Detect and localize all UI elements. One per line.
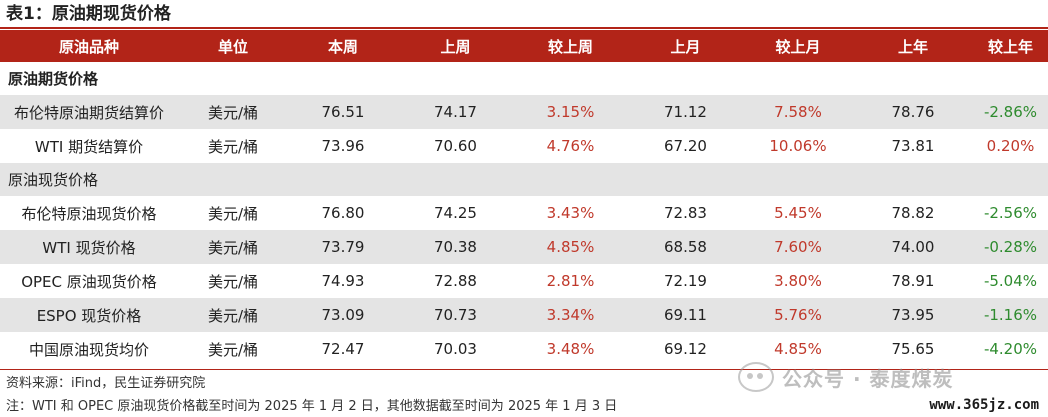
cell-unit: 美元/桶 (207, 340, 259, 359)
cell-mom: 7.60% (743, 230, 853, 264)
cell-last-week: 70.73 (398, 298, 513, 332)
cell-yoy: -0.28% (973, 230, 1048, 264)
header-wow: 较上周 (513, 30, 628, 62)
cell-mom: 5.76% (743, 298, 853, 332)
cell-this-week: 74.93 (321, 272, 365, 290)
cell-yoy: 0.20% (986, 137, 1035, 155)
table-row: 布伦特原油期货结算价 美元/桶 76.51 74.17 3.15% 71.12 … (0, 95, 1048, 129)
cell-last-week: 70.03 (434, 340, 477, 358)
header-this-week: 本周 (288, 30, 398, 62)
title-divider (0, 27, 1048, 29)
cell-mom: 4.85% (774, 340, 822, 358)
cell-last-week: 72.88 (434, 272, 477, 290)
cell-yoy: -5.04% (983, 272, 1038, 290)
cell-last-month: 72.19 (664, 272, 707, 290)
header-last-month: 上月 (628, 30, 743, 62)
cell-name: ESPO 现货价格 (0, 298, 178, 332)
wechat-icon (738, 362, 774, 392)
cell-this-week: 73.09 (288, 298, 398, 332)
table-row: 布伦特原油现货价格 美元/桶 76.80 74.25 3.43% 72.83 5… (0, 196, 1048, 230)
section-label: 原油现货价格 (0, 163, 1048, 196)
cell-mom: 7.58% (743, 95, 853, 129)
cell-this-week: 72.47 (321, 340, 365, 358)
watermark-text: 公众号 · 泰度煤炭 (782, 366, 954, 391)
cell-mom: 10.06% (769, 137, 827, 155)
cell-this-week: 73.96 (321, 137, 365, 155)
cell-name: WTI 现货价格 (0, 230, 178, 264)
cell-this-week: 76.80 (321, 204, 365, 222)
cell-unit: 美元/桶 (178, 230, 288, 264)
cell-last-year: 74.00 (853, 230, 973, 264)
cell-wow: 3.48% (546, 340, 595, 358)
cell-last-year: 73.81 (891, 137, 935, 155)
cell-last-week: 74.17 (398, 95, 513, 129)
cell-wow: 3.43% (546, 204, 595, 222)
table-bottom-divider (0, 369, 1048, 370)
section-row-futures: 原油期货价格 (0, 62, 1048, 95)
header-variety: 原油品种 (0, 30, 178, 62)
header-last-year: 上年 (853, 30, 973, 62)
cell-yoy: -1.16% (973, 298, 1048, 332)
cell-wow: 4.76% (546, 137, 595, 155)
table-row: 中国原油现货均价 美元/桶 72.47 70.03 3.48% 69.12 4.… (0, 332, 1048, 366)
header-mom: 较上月 (743, 30, 853, 62)
cell-last-week: 70.60 (434, 137, 477, 155)
header-unit: 单位 (178, 30, 288, 62)
cell-unit: 美元/桶 (207, 272, 259, 291)
cell-unit: 美元/桶 (178, 298, 288, 332)
cell-yoy: -2.56% (983, 204, 1038, 222)
cell-last-year: 73.95 (853, 298, 973, 332)
cell-wow: 3.34% (513, 298, 628, 332)
watermark: 公众号 · 泰度煤炭 (738, 360, 1038, 394)
cell-last-year: 78.82 (891, 204, 935, 222)
cell-last-week: 74.25 (434, 204, 477, 222)
cell-last-month: 68.58 (628, 230, 743, 264)
cell-last-year: 78.76 (853, 95, 973, 129)
header-row: 原油品种 单位 本周 上周 较上周 上月 较上月 上年 较上年 (0, 30, 1048, 62)
table-title: 表1：原油期现货价格 (6, 4, 171, 24)
cell-yoy: -2.86% (973, 95, 1048, 129)
table-row: OPEC 原油现货价格 美元/桶 74.93 72.88 2.81% 72.19… (0, 264, 1048, 298)
cell-name: 布伦特原油现货价格 (21, 204, 157, 223)
cell-unit: 美元/桶 (207, 204, 259, 223)
footnote: 注：WTI 和 OPEC 原油现货价格截至时间为 2025 年 1 月 2 日，… (6, 399, 618, 414)
section-row-spot: 原油现货价格 (0, 163, 1048, 196)
cell-wow: 2.81% (546, 272, 595, 290)
cell-yoy: -4.20% (983, 340, 1038, 358)
cell-last-week: 70.38 (398, 230, 513, 264)
cell-last-month: 67.20 (664, 137, 707, 155)
cell-name: WTI 期货结算价 (34, 137, 144, 156)
cell-last-year: 78.91 (891, 272, 935, 290)
table-row: ESPO 现货价格 美元/桶 73.09 70.73 3.34% 69.11 5… (0, 298, 1048, 332)
cell-last-year: 75.65 (891, 340, 935, 358)
cell-last-month: 69.11 (628, 298, 743, 332)
cell-wow: 4.85% (513, 230, 628, 264)
cell-unit: 美元/桶 (207, 137, 259, 156)
cell-unit: 美元/桶 (178, 95, 288, 129)
cell-name: 中国原油现货均价 (28, 340, 149, 359)
oil-price-table: 原油品种 单位 本周 上周 较上周 上月 较上月 上年 较上年 原油期货价格 布… (0, 30, 1048, 366)
header-yoy: 较上年 (973, 30, 1048, 62)
cell-last-month: 69.12 (664, 340, 707, 358)
source-note: 资料来源：iFind，民生证券研究院 (6, 376, 206, 391)
table-row: WTI 现货价格 美元/桶 73.79 70.38 4.85% 68.58 7.… (0, 230, 1048, 264)
cell-mom: 5.45% (774, 204, 822, 222)
cell-mom: 3.80% (774, 272, 822, 290)
section-label: 原油期货价格 (8, 70, 99, 88)
header-last-week: 上周 (398, 30, 513, 62)
cell-last-month: 71.12 (628, 95, 743, 129)
cell-last-month: 72.83 (664, 204, 707, 222)
cell-name: 布伦特原油期货结算价 (0, 95, 178, 129)
cell-name: OPEC 原油现货价格 (21, 272, 157, 291)
cell-wow: 3.15% (513, 95, 628, 129)
cell-this-week: 76.51 (288, 95, 398, 129)
cell-this-week: 73.79 (288, 230, 398, 264)
table-row: WTI 期货结算价 美元/桶 73.96 70.60 4.76% 67.20 1… (0, 129, 1048, 163)
site-watermark: www.365jz.com (926, 397, 1042, 413)
